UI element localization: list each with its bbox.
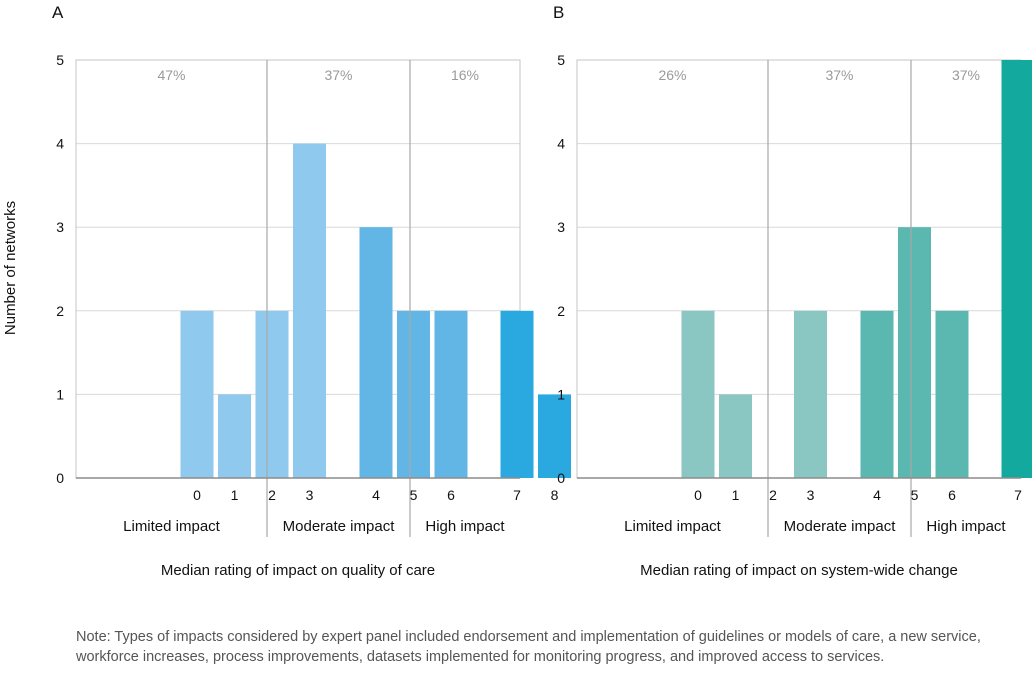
panel-b-x-tick-label: 4 (873, 487, 881, 503)
panel-b-bar-5 (898, 227, 931, 478)
panel-b-y-tick-label: 0 (557, 470, 565, 486)
panel-a-group-percent: 16% (451, 67, 479, 83)
panel-a-group-percent: 37% (324, 67, 352, 83)
panel-a-bar-8 (538, 394, 571, 478)
panel-a-x-tick-label: 6 (447, 487, 455, 503)
panel-a-x-axis-title: Median rating of impact on quality of ca… (161, 562, 435, 579)
panel-b-bar-6 (935, 310, 969, 478)
panel-a-x-tick-label: 7 (513, 487, 521, 503)
panel-a-bar-6 (434, 310, 468, 478)
panel-b-y-tick-label: 1 (557, 386, 565, 402)
panel-a-x-tick-label: 8 (551, 487, 559, 503)
panel-b-x-tick-label: 1 (732, 487, 740, 503)
panel-b-y-tick-label: 3 (557, 219, 565, 235)
panel-b-y-tick-label: 2 (557, 303, 565, 319)
panel-a-letter: A (52, 3, 64, 22)
panel-b-x-tick-label: 0 (694, 487, 702, 503)
panel-a-y-tick-label: 5 (56, 52, 64, 68)
panel-a-x-tick-label: 0 (193, 487, 201, 503)
panel-a-y-tick-label: 2 (56, 303, 64, 319)
panel-b-x-tick-label: 2 (769, 487, 777, 503)
panel-a-x-tick-label: 1 (231, 487, 239, 503)
panel-b-x-tick-label: 3 (807, 487, 815, 503)
panel-a-bar-4 (359, 227, 393, 478)
y-axis-title: Number of networks (2, 201, 19, 335)
panel-b-bar-3 (794, 310, 827, 478)
panel-b-group-percent: 37% (825, 67, 853, 83)
panel-a-x-tick-label: 3 (306, 487, 314, 503)
figure: Number of networks A 0 1 2 3 4 5 0 1 2 3 4 5 6 7 8 47% Li… (2, 3, 1032, 579)
panel-b-bar-7 (1001, 60, 1032, 478)
footnote: Note: Types of impacts considered by exp… (76, 629, 981, 665)
panel-b-x-axis-title: Median rating of impact on system-wide c… (640, 562, 958, 579)
panel-a-bar-0 (180, 310, 214, 478)
panel-a-x-tick-label: 5 (410, 487, 418, 503)
panel-a-bar-5 (397, 310, 430, 478)
panel-a-x-tick-label: 4 (372, 487, 380, 503)
panel-a-x-tick-label: 2 (268, 487, 276, 503)
panel-a-bar-3 (293, 143, 326, 478)
panel-a-bar-7 (500, 310, 534, 478)
panel-a-group-percent: 47% (157, 67, 185, 83)
panel-b-group-label: Moderate impact (784, 518, 897, 535)
panel-a-bar-1 (218, 394, 251, 478)
panel-b-x-tick-label: 7 (1014, 487, 1022, 503)
panel-a-y-tick-label: 3 (56, 219, 64, 235)
panel-a-bar-2 (255, 310, 289, 478)
panel-b-group-percent: 37% (952, 67, 980, 83)
panel-a-y-tick-label: 4 (56, 136, 64, 152)
panel-b-x-tick-label: 6 (948, 487, 956, 503)
panel-a-group-label: Limited impact (123, 518, 221, 535)
panel-b-bar-4 (860, 310, 894, 478)
panel-a-y-tick-label: 1 (56, 386, 64, 402)
panel-b-group-percent: 26% (658, 67, 686, 83)
panel-b-bar-1 (719, 394, 752, 478)
panel-a-group-label: Moderate impact (283, 518, 396, 535)
panel-b-bar-0 (681, 310, 715, 478)
panel-a-y-tick-label: 0 (56, 470, 64, 486)
panel-b-y-tick-label: 5 (557, 52, 565, 68)
panel-a-group-label: High impact (425, 518, 505, 535)
panel-b-group-label: High impact (926, 518, 1006, 535)
panel-b-x-tick-label: 5 (911, 487, 919, 503)
panel-b-y-tick-label: 4 (557, 136, 565, 152)
panel-b-group-label: Limited impact (624, 518, 722, 535)
panel-b-letter: B (553, 3, 564, 22)
